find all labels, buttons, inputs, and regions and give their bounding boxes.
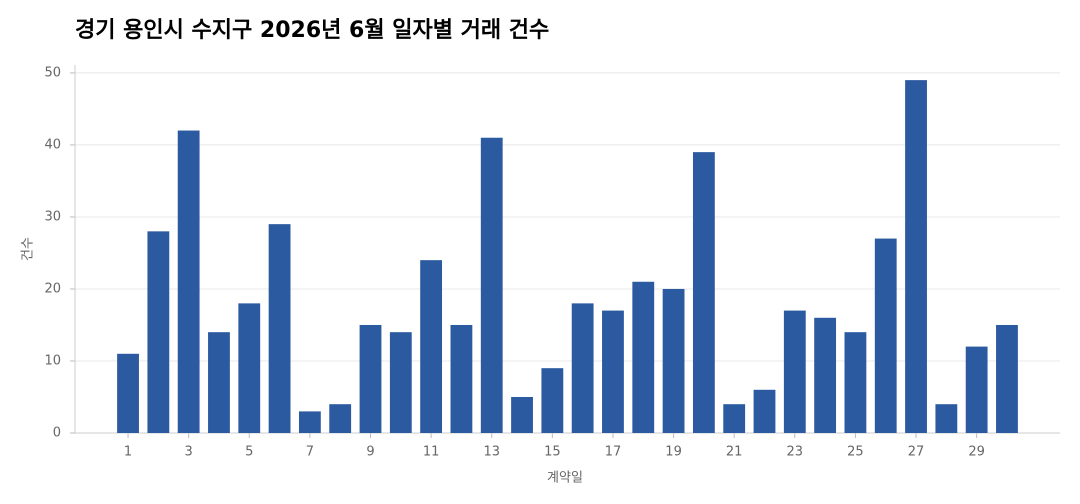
x-tick-label: 23	[787, 445, 804, 460]
bar	[996, 324, 1018, 433]
bar	[480, 137, 503, 433]
bar	[723, 404, 746, 433]
bar	[177, 130, 200, 433]
bar	[147, 231, 170, 433]
bar	[541, 368, 564, 433]
bar	[814, 317, 837, 433]
bar	[298, 411, 321, 433]
y-tick-label: 10	[44, 353, 61, 368]
x-tick-label: 11	[423, 445, 440, 460]
bar	[935, 404, 958, 433]
x-tick-label: 25	[847, 445, 864, 460]
bar	[359, 324, 382, 433]
x-tick-label: 9	[366, 445, 374, 460]
x-tick-label: 29	[968, 445, 985, 460]
y-tick-label: 0	[53, 426, 61, 441]
bar	[632, 281, 655, 433]
bar	[389, 332, 412, 433]
bar	[602, 310, 624, 433]
bar	[662, 288, 685, 433]
bar	[692, 152, 715, 433]
bar	[238, 303, 261, 433]
bar	[420, 260, 443, 433]
bar	[874, 238, 897, 433]
bar	[571, 303, 594, 433]
bar	[450, 324, 473, 433]
bar	[965, 346, 988, 433]
x-tick-label: 7	[306, 445, 314, 460]
bar	[208, 332, 230, 433]
bar	[511, 396, 533, 433]
bar	[117, 353, 139, 433]
y-tick-label: 50	[44, 65, 61, 80]
x-tick-label: 19	[665, 445, 682, 460]
x-axis-label: 계약일	[547, 471, 583, 486]
y-tick-label: 20	[44, 281, 61, 296]
x-tick-label: 13	[483, 445, 500, 460]
bar	[783, 310, 806, 433]
bar	[844, 332, 867, 433]
x-tick-label: 3	[185, 445, 193, 460]
bar	[905, 80, 927, 433]
x-tick-label: 17	[605, 445, 622, 460]
x-tick-label: 5	[245, 445, 253, 460]
y-tick-label: 30	[44, 209, 61, 224]
x-tick-label: 1	[124, 445, 132, 460]
x-tick-label: 21	[726, 445, 743, 460]
x-tick-label: 27	[908, 445, 925, 460]
bar	[268, 224, 291, 433]
y-axis-label: 건수	[21, 237, 36, 261]
bar	[753, 389, 776, 433]
x-tick-label: 15	[544, 445, 561, 460]
chart-title: 경기 용인시 수지구 2026년 6월 일자별 거래 건수	[75, 18, 549, 43]
bar	[329, 404, 352, 433]
y-tick-label: 40	[44, 137, 61, 152]
